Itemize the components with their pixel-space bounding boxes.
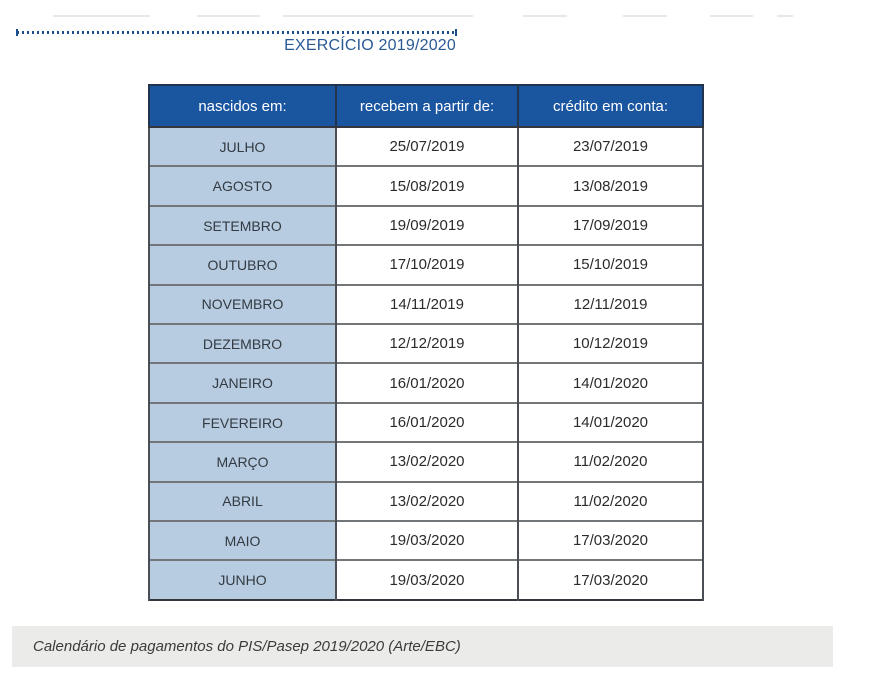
- credit-date-cell: 10/12/2019: [517, 323, 704, 364]
- credit-date-cell: 17/03/2020: [517, 520, 704, 561]
- receive-date-cell: 13/02/2020: [335, 441, 519, 482]
- receive-date-cell: 19/09/2019: [335, 204, 519, 246]
- month-cell: DEZEMBRO: [148, 323, 337, 364]
- credit-date-cell: 17/03/2020: [517, 559, 704, 600]
- receive-date-cell: 19/03/2020: [335, 559, 519, 600]
- credit-date-cell: 11/02/2020: [517, 480, 704, 522]
- month-cell: AGOSTO: [148, 165, 337, 206]
- receive-date-cell: 15/08/2019: [335, 165, 519, 206]
- receive-date-cell: 25/07/2019: [335, 125, 519, 167]
- receive-date-cell: 16/01/2020: [335, 362, 519, 403]
- table-row: ABRIL 13/02/2020 11/02/2020: [148, 480, 704, 522]
- dotted-divider: [16, 29, 457, 36]
- table-row: AGOSTO 15/08/2019 13/08/2019: [148, 165, 704, 206]
- month-cell: JUNHO: [148, 559, 337, 600]
- table-row: SETEMBRO 19/09/2019 17/09/2019: [148, 204, 704, 246]
- credit-date-cell: 14/01/2020: [517, 401, 704, 443]
- page-title: EXERCÍCIO 2019/2020: [284, 37, 456, 54]
- month-cell: MARÇO: [148, 441, 337, 482]
- column-header-credit: crédito em conta:: [517, 84, 704, 128]
- table-row: MAIO 19/03/2020 17/03/2020: [148, 520, 704, 561]
- clipped-text-artifact: [0, 15, 880, 18]
- table-row: JULHO 25/07/2019 23/07/2019: [148, 125, 704, 167]
- receive-date-cell: 12/12/2019: [335, 323, 519, 364]
- month-cell: ABRIL: [148, 480, 337, 522]
- month-cell: OUTUBRO: [148, 244, 337, 285]
- image-caption: Calendário de pagamentos do PIS/Pasep 20…: [12, 626, 833, 667]
- month-cell: JANEIRO: [148, 362, 337, 403]
- table-row: NOVEMBRO 14/11/2019 12/11/2019: [148, 283, 704, 325]
- receive-date-cell: 19/03/2020: [335, 520, 519, 561]
- table-row: FEVEREIRO 16/01/2020 14/01/2020: [148, 401, 704, 443]
- table-row: JANEIRO 16/01/2020 14/01/2020: [148, 362, 704, 403]
- credit-date-cell: 23/07/2019: [517, 125, 704, 167]
- month-cell: NOVEMBRO: [148, 283, 337, 325]
- credit-date-cell: 11/02/2020: [517, 441, 704, 482]
- credit-date-cell: 13/08/2019: [517, 165, 704, 206]
- month-cell: JULHO: [148, 125, 337, 167]
- receive-date-cell: 13/02/2020: [335, 480, 519, 522]
- credit-date-cell: 15/10/2019: [517, 244, 704, 285]
- month-cell: MAIO: [148, 520, 337, 561]
- table-header-row: nascidos em: recebem a partir de: crédit…: [148, 84, 704, 128]
- table-row: OUTUBRO 17/10/2019 15/10/2019: [148, 244, 704, 285]
- column-header-receive-from: recebem a partir de:: [335, 84, 519, 128]
- receive-date-cell: 16/01/2020: [335, 401, 519, 443]
- month-cell: FEVEREIRO: [148, 401, 337, 443]
- table-row: DEZEMBRO 12/12/2019 10/12/2019: [148, 323, 704, 364]
- receive-date-cell: 14/11/2019: [335, 283, 519, 325]
- table-row: JUNHO 19/03/2020 17/03/2020: [148, 559, 704, 600]
- column-header-born-in: nascidos em:: [148, 84, 337, 128]
- receive-date-cell: 17/10/2019: [335, 244, 519, 285]
- month-cell: SETEMBRO: [148, 204, 337, 246]
- payment-calendar-table: nascidos em: recebem a partir de: crédit…: [148, 84, 704, 601]
- credit-date-cell: 17/09/2019: [517, 204, 704, 246]
- credit-date-cell: 14/01/2020: [517, 362, 704, 403]
- table-row: MARÇO 13/02/2020 11/02/2020: [148, 441, 704, 482]
- credit-date-cell: 12/11/2019: [517, 283, 704, 325]
